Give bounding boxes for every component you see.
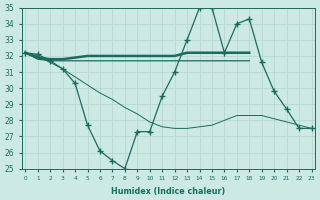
X-axis label: Humidex (Indice chaleur): Humidex (Indice chaleur) [111,187,226,196]
